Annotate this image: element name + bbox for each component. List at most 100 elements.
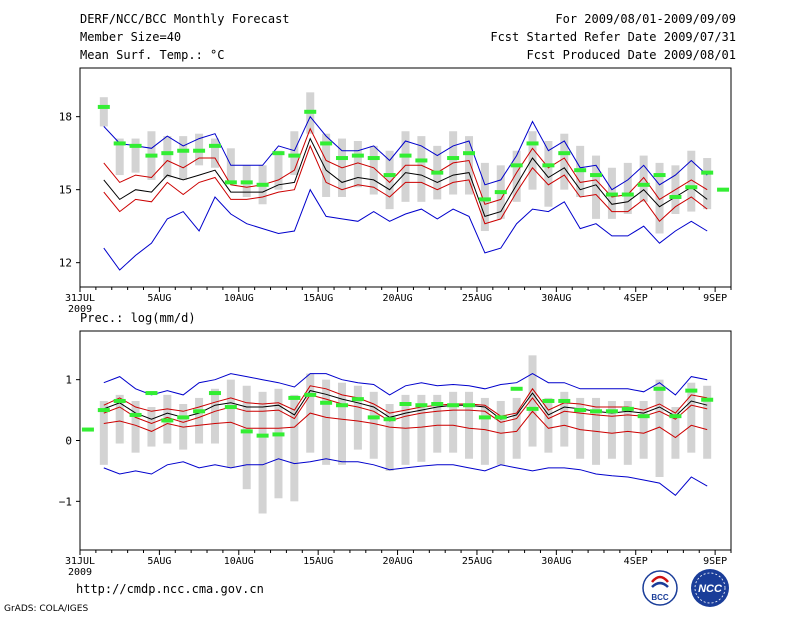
temp-observed-mark bbox=[351, 153, 364, 158]
prec-box bbox=[576, 397, 585, 459]
prec-box bbox=[623, 400, 632, 465]
ncc-logo-icon: NCC bbox=[691, 569, 729, 607]
prec-box bbox=[544, 397, 553, 453]
prec-box bbox=[671, 407, 680, 459]
prec-ytick-label: −1 bbox=[59, 495, 72, 508]
prec-observed-mark bbox=[193, 409, 206, 414]
temp-box bbox=[480, 162, 489, 232]
temp-observed-mark bbox=[367, 156, 380, 161]
prec-observed-mark bbox=[590, 409, 603, 414]
prec-observed-mark bbox=[113, 398, 126, 403]
prec-observed-mark bbox=[177, 415, 190, 420]
temp-observed-mark bbox=[431, 170, 444, 175]
prec-xtick-label: 31JUL bbox=[65, 556, 95, 567]
forecast-period: For 2009/08/01-2009/09/09 bbox=[555, 12, 736, 26]
temp-observed-mark bbox=[335, 156, 348, 161]
prec-observed-mark bbox=[240, 429, 253, 434]
temp-observed-mark bbox=[177, 148, 190, 153]
temp-line-min bbox=[103, 188, 708, 271]
prec-box bbox=[687, 382, 696, 453]
prec-observed-mark bbox=[526, 406, 539, 411]
prec-observed-mark bbox=[478, 415, 491, 420]
prec-box bbox=[369, 391, 378, 459]
temp-box bbox=[274, 150, 283, 190]
temp-line-spread-upper bbox=[103, 127, 708, 205]
temp-observed-mark bbox=[621, 192, 634, 197]
temp-box bbox=[687, 150, 696, 212]
prec-observed-mark bbox=[145, 391, 158, 396]
prec-line-min bbox=[103, 458, 708, 496]
temp-xtick-label: 31JUL bbox=[65, 293, 95, 304]
prec-observed-mark bbox=[383, 417, 396, 422]
prec-box bbox=[99, 400, 108, 465]
prec-observed-mark bbox=[129, 412, 142, 417]
prec-observed-mark bbox=[97, 408, 110, 413]
fcst-produced-date: Fcst Produced Date 2009/08/01 bbox=[526, 48, 736, 62]
temp-observed-mark bbox=[605, 192, 618, 197]
website-url[interactable]: http://cmdp.ncc.cma.gov.cn bbox=[76, 582, 264, 596]
temp-observed-mark bbox=[208, 143, 221, 148]
temp-observed-mark bbox=[637, 182, 650, 187]
temp-observed-mark bbox=[256, 182, 269, 187]
temp-xtick-year: 2009 bbox=[68, 304, 92, 315]
temp-observed-mark bbox=[717, 187, 730, 192]
prec-observed-mark bbox=[558, 398, 571, 403]
prec-xtick-label: 5AUG bbox=[147, 556, 171, 567]
temp-xtick-label: 25AUG bbox=[462, 293, 492, 304]
forecast-title: DERF/NCC/BCC Monthly Forecast bbox=[80, 12, 290, 26]
prec-line-spread-lower bbox=[103, 394, 708, 425]
temp-box bbox=[369, 145, 378, 195]
prec-observed-mark bbox=[415, 403, 428, 408]
temp-observed-mark bbox=[129, 143, 142, 148]
prec-observed-mark bbox=[256, 433, 269, 438]
temp-observed-mark bbox=[526, 141, 539, 146]
logos: BCC NCC bbox=[642, 569, 729, 607]
temp-line-max bbox=[103, 115, 708, 191]
prec-ytick-label: 0 bbox=[65, 435, 72, 448]
prec-observed-mark bbox=[288, 395, 301, 400]
prec-line-max bbox=[103, 373, 708, 396]
temp-box bbox=[99, 97, 108, 127]
prec-box bbox=[449, 391, 458, 453]
prec-observed-mark bbox=[637, 414, 650, 419]
prec-box bbox=[147, 407, 156, 447]
prec-box bbox=[210, 388, 219, 444]
prec-box bbox=[480, 397, 489, 465]
prec-box bbox=[242, 385, 251, 490]
temp-box bbox=[385, 150, 394, 210]
prec-observed-mark bbox=[701, 397, 714, 402]
temp-observed-mark bbox=[590, 173, 603, 178]
prec-observed-mark bbox=[621, 406, 634, 411]
temp-box bbox=[592, 155, 601, 219]
temp-line-spread-lower bbox=[103, 144, 708, 225]
prec-box bbox=[655, 379, 664, 477]
temp-observed-mark bbox=[304, 109, 317, 114]
temp-observed-mark bbox=[145, 153, 158, 158]
temp-observed-mark bbox=[447, 156, 460, 161]
prec-box bbox=[607, 400, 616, 459]
temp-box bbox=[401, 131, 410, 202]
prec-observed-mark bbox=[320, 400, 333, 405]
grads-credit: GrADS: COLA/IGES bbox=[4, 604, 89, 614]
temp-box bbox=[544, 141, 553, 207]
prec-box bbox=[290, 394, 299, 502]
temp-observed-mark bbox=[415, 158, 428, 163]
temp-box bbox=[639, 155, 648, 202]
prec-box bbox=[528, 355, 537, 447]
temp-ytick-label: 12 bbox=[59, 257, 72, 270]
prec-observed-mark bbox=[161, 418, 174, 423]
prec-observed-mark bbox=[351, 397, 364, 402]
prec-observed-mark bbox=[431, 402, 444, 406]
temp-observed-mark bbox=[288, 153, 301, 158]
temp-box bbox=[703, 158, 712, 210]
prec-box bbox=[322, 379, 331, 465]
temp-box bbox=[210, 138, 219, 168]
prec-box bbox=[401, 394, 410, 465]
prec-box bbox=[465, 391, 474, 459]
prec-box bbox=[226, 379, 235, 468]
prec-xtick-label: 20AUG bbox=[383, 556, 413, 567]
prec-observed-mark bbox=[574, 408, 587, 413]
prec-observed-mark bbox=[494, 415, 507, 420]
temp-observed-mark bbox=[701, 170, 714, 175]
